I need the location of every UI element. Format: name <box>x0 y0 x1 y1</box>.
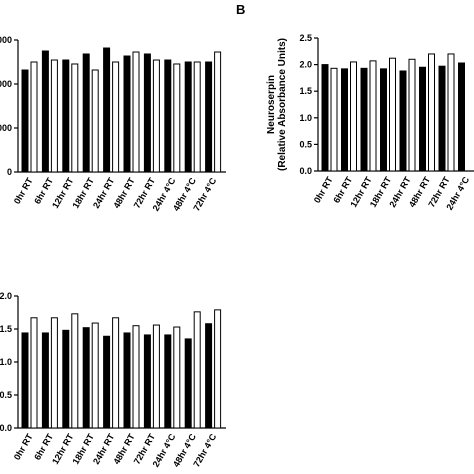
bar <box>132 325 140 429</box>
bar <box>143 334 151 429</box>
bar <box>205 323 213 429</box>
bar <box>447 53 455 172</box>
y-tick-label: 2.5 <box>299 33 312 43</box>
bar <box>360 67 368 172</box>
bar <box>123 55 131 173</box>
bar <box>164 59 172 173</box>
bar <box>399 70 407 172</box>
bar <box>71 313 79 429</box>
bar <box>112 317 120 429</box>
bar <box>184 338 192 429</box>
y-tick-label: 2.0 <box>0 291 12 301</box>
bar <box>62 59 70 173</box>
y-tick-label: 1.0 <box>0 357 12 367</box>
bar <box>71 63 79 173</box>
bar <box>82 327 90 429</box>
y-axis-label: Neuroserpin <box>266 75 277 134</box>
bar <box>458 62 465 172</box>
bar <box>369 60 377 172</box>
bar <box>164 334 172 429</box>
bar <box>330 67 338 172</box>
bar <box>350 61 357 172</box>
y-tick-label: 0.0 <box>0 423 12 433</box>
bar <box>173 63 181 173</box>
bar <box>21 332 29 429</box>
bar <box>205 61 213 173</box>
bar <box>103 47 111 173</box>
bar <box>193 61 201 173</box>
bar <box>50 317 58 429</box>
bar <box>62 329 70 429</box>
bar <box>91 69 99 173</box>
y-tick-label: 0 <box>7 167 12 177</box>
bar <box>132 51 140 173</box>
bar <box>91 322 99 429</box>
bar <box>419 66 426 172</box>
bar <box>41 50 49 173</box>
y-tick-label: 1000 <box>0 123 12 133</box>
bar <box>389 57 396 172</box>
y-tick-label: 0.0 <box>299 166 312 176</box>
y-tick-label: 1.5 <box>0 324 12 334</box>
y-axis-label: (Relative Absorbance Units) <box>277 38 288 171</box>
bar <box>428 53 435 172</box>
y-tick-label: 0.5 <box>299 139 312 149</box>
bar <box>321 64 329 172</box>
bar <box>50 59 58 173</box>
bar <box>214 309 222 429</box>
bar <box>143 53 151 173</box>
bar <box>21 69 29 173</box>
bar <box>380 68 387 172</box>
y-tick-label: 1.0 <box>299 113 312 123</box>
bar <box>112 61 120 173</box>
bar <box>123 332 131 429</box>
bar <box>184 61 192 173</box>
bar <box>103 335 111 429</box>
y-tick-label: 3000 <box>0 35 12 45</box>
y-tick-label: 0.5 <box>0 390 12 400</box>
bar <box>193 311 201 429</box>
bar <box>82 53 90 173</box>
bar <box>41 332 49 429</box>
bar <box>214 51 222 173</box>
y-tick-label: 1.5 <box>299 86 312 96</box>
bar <box>152 324 160 429</box>
bar <box>30 61 38 173</box>
bar <box>152 59 160 173</box>
bar <box>438 65 446 172</box>
bar <box>173 326 181 429</box>
y-tick-label: 2.0 <box>299 60 312 70</box>
panel-label: B <box>236 2 245 17</box>
bar <box>341 68 348 172</box>
y-tick-label: 2000 <box>0 79 12 89</box>
bar <box>408 58 416 172</box>
bar <box>30 317 38 429</box>
